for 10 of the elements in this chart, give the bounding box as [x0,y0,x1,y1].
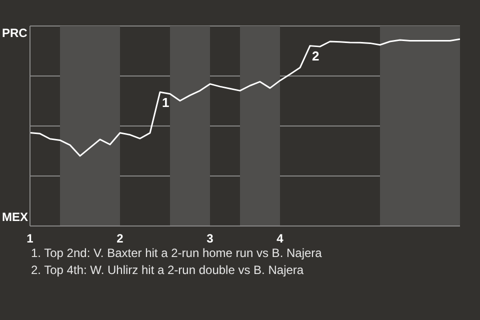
text: 1. Top 2nd: V. Baxter hit a 2-run home run vs B. Najera [31,245,323,262]
x-tick-label: 3 [206,232,214,246]
x-tick-label: 1 [26,232,34,246]
x-tick-label: 2 [116,232,124,246]
text: MEX [2,210,28,224]
text: PRC [2,26,28,40]
x-tick-label: 4 [276,232,284,246]
annotation: 2 [312,48,320,64]
annotation: 1 [162,94,170,110]
text: 2. Top 4th: W. Uhlirz hit a 2-run double vs B. Najera [31,262,305,279]
